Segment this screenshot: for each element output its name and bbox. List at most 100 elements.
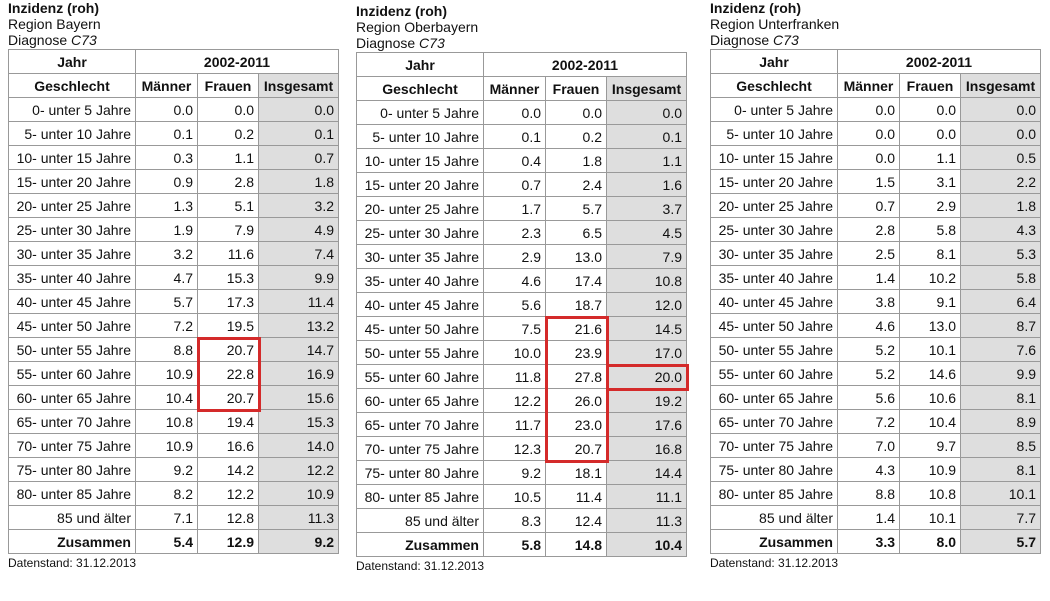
cell: 10.0 (483, 340, 546, 365)
cell: 5.2 (837, 337, 900, 362)
cell: 12.0 (606, 292, 687, 317)
cell: 15.3 (197, 265, 259, 290)
row-label: 20- unter 25 Jahre (710, 193, 838, 218)
cell: 12.3 (483, 436, 546, 461)
cell: 4.3 (960, 217, 1041, 242)
cell: 1.8 (258, 169, 339, 194)
header-cell: Geschlecht (710, 73, 838, 98)
cell: 20.7 (197, 385, 259, 410)
row-label: 45- unter 50 Jahre (710, 313, 838, 338)
data-row: 5- unter 10 Jahre 0.0 0.0 0.0 (710, 121, 1041, 146)
cell: 11.1 (606, 484, 687, 509)
data-row: 25- unter 30 Jahre 2.3 6.5 4.5 (356, 220, 687, 245)
cell: 7.2 (837, 409, 900, 434)
cell: 2.9 (899, 193, 961, 218)
table-panel: Inzidenz (roh) Region Oberbayern Diagnose … (356, 3, 689, 573)
cell: 12.2 (483, 388, 546, 413)
data-row: 10- unter 15 Jahre 0.4 1.8 1.1 (356, 148, 687, 173)
header-cell: Geschlecht (8, 73, 136, 98)
cell: 11.4 (258, 289, 339, 314)
diagnosis-label: Diagnose (8, 32, 68, 48)
cell: 0.0 (899, 97, 961, 122)
cell: 5.1 (197, 193, 259, 218)
diagnosis-label: Diagnose (356, 35, 416, 51)
data-row: 55- unter 60 Jahre 5.2 14.6 9.9 (710, 361, 1041, 386)
row-label: Zusammen (710, 529, 838, 554)
cell: 10.1 (899, 505, 961, 530)
header-row: Jahr 2002-2011 (356, 52, 687, 77)
data-row: 75- unter 80 Jahre 9.2 14.2 12.2 (8, 457, 339, 482)
header-cell: Insgesamt (606, 76, 687, 101)
cell: 7.9 (197, 217, 259, 242)
cell: 20.0 (606, 364, 687, 389)
data-row: 35- unter 40 Jahre 4.6 17.4 10.8 (356, 268, 687, 293)
cell: 11.3 (258, 505, 339, 530)
row-label: 45- unter 50 Jahre (356, 316, 484, 341)
cell: 5.8 (960, 265, 1041, 290)
cell: 19.4 (197, 409, 259, 434)
row-label: 70- unter 75 Jahre (710, 433, 838, 458)
cell: 10.2 (899, 265, 961, 290)
row-label: 85 und älter (356, 508, 484, 533)
data-row: 80- unter 85 Jahre 8.8 10.8 10.1 (710, 481, 1041, 506)
region: Region Unterfranken (710, 16, 840, 32)
row-label: 65- unter 70 Jahre (710, 409, 838, 434)
cell: 13.0 (545, 244, 607, 269)
cell: 1.6 (606, 172, 687, 197)
cell: 8.9 (960, 409, 1041, 434)
cell: 0.0 (197, 97, 259, 122)
data-row: 85 und älter 7.1 12.8 11.3 (8, 505, 339, 530)
cell: 14.0 (258, 433, 339, 458)
row-label: 40- unter 45 Jahre (8, 289, 136, 314)
cell: 0.2 (197, 121, 259, 146)
footer-note: Datenstand: 31.12.2013 (8, 556, 137, 570)
cell: 0.7 (837, 193, 900, 218)
cell: 0.1 (483, 124, 546, 149)
row-label: 85 und älter (710, 505, 838, 530)
cell: 4.3 (837, 457, 900, 482)
cell: 5.2 (837, 361, 900, 386)
cell: 8.5 (960, 433, 1041, 458)
cell: 12.4 (545, 508, 607, 533)
cell: 14.8 (545, 532, 607, 557)
cell: 10.9 (258, 481, 339, 506)
header-cell: 2002-2011 (483, 52, 687, 77)
cell: 6.4 (960, 289, 1041, 314)
row-label: 0- unter 5 Jahre (8, 97, 136, 122)
cell: 8.1 (960, 385, 1041, 410)
header-cell: 2002-2011 (135, 49, 339, 74)
row-label: 5- unter 10 Jahre (356, 124, 484, 149)
cell: 0.7 (483, 172, 546, 197)
cell: 14.6 (899, 361, 961, 386)
diagnosis: Diagnose C73 (710, 32, 1042, 48)
footer-note: Datenstand: 31.12.2013 (710, 556, 839, 570)
cell: 0.0 (960, 97, 1041, 122)
data-row: 40- unter 45 Jahre 5.7 17.3 11.4 (8, 289, 339, 314)
cell: 2.8 (837, 217, 900, 242)
cell: 0.1 (258, 121, 339, 146)
row-label: 65- unter 70 Jahre (356, 412, 484, 437)
cell: 12.8 (197, 505, 259, 530)
data-row: 60- unter 65 Jahre 12.2 26.0 19.2 (356, 388, 687, 413)
cell: 7.4 (258, 241, 339, 266)
panel-title: Inzidenz (roh) (710, 0, 801, 16)
diagnosis-code: C73 (71, 32, 97, 48)
data-row: 50- unter 55 Jahre 10.0 23.9 17.0 (356, 340, 687, 365)
cell: 6.5 (545, 220, 607, 245)
row-label: 10- unter 15 Jahre (8, 145, 136, 170)
header-cell: Jahr (356, 52, 484, 77)
cell: 1.1 (197, 145, 259, 170)
cell: 10.9 (135, 361, 198, 386)
row-label: 65- unter 70 Jahre (8, 409, 136, 434)
data-row: 15- unter 20 Jahre 0.9 2.8 1.8 (8, 169, 339, 194)
table-panel: Inzidenz (roh) Region Unterfranken Diagnos… (710, 0, 1042, 570)
cell: 0.0 (837, 97, 900, 122)
header-row: Jahr 2002-2011 (710, 49, 1041, 74)
data-row: 30- unter 35 Jahre 2.5 8.1 5.3 (710, 241, 1041, 266)
diagnosis-code: C73 (419, 35, 445, 51)
cell: 0.1 (606, 124, 687, 149)
cell: 16.9 (258, 361, 339, 386)
cell: 19.2 (606, 388, 687, 413)
row-label: 55- unter 60 Jahre (8, 361, 136, 386)
cell: 2.9 (483, 244, 546, 269)
